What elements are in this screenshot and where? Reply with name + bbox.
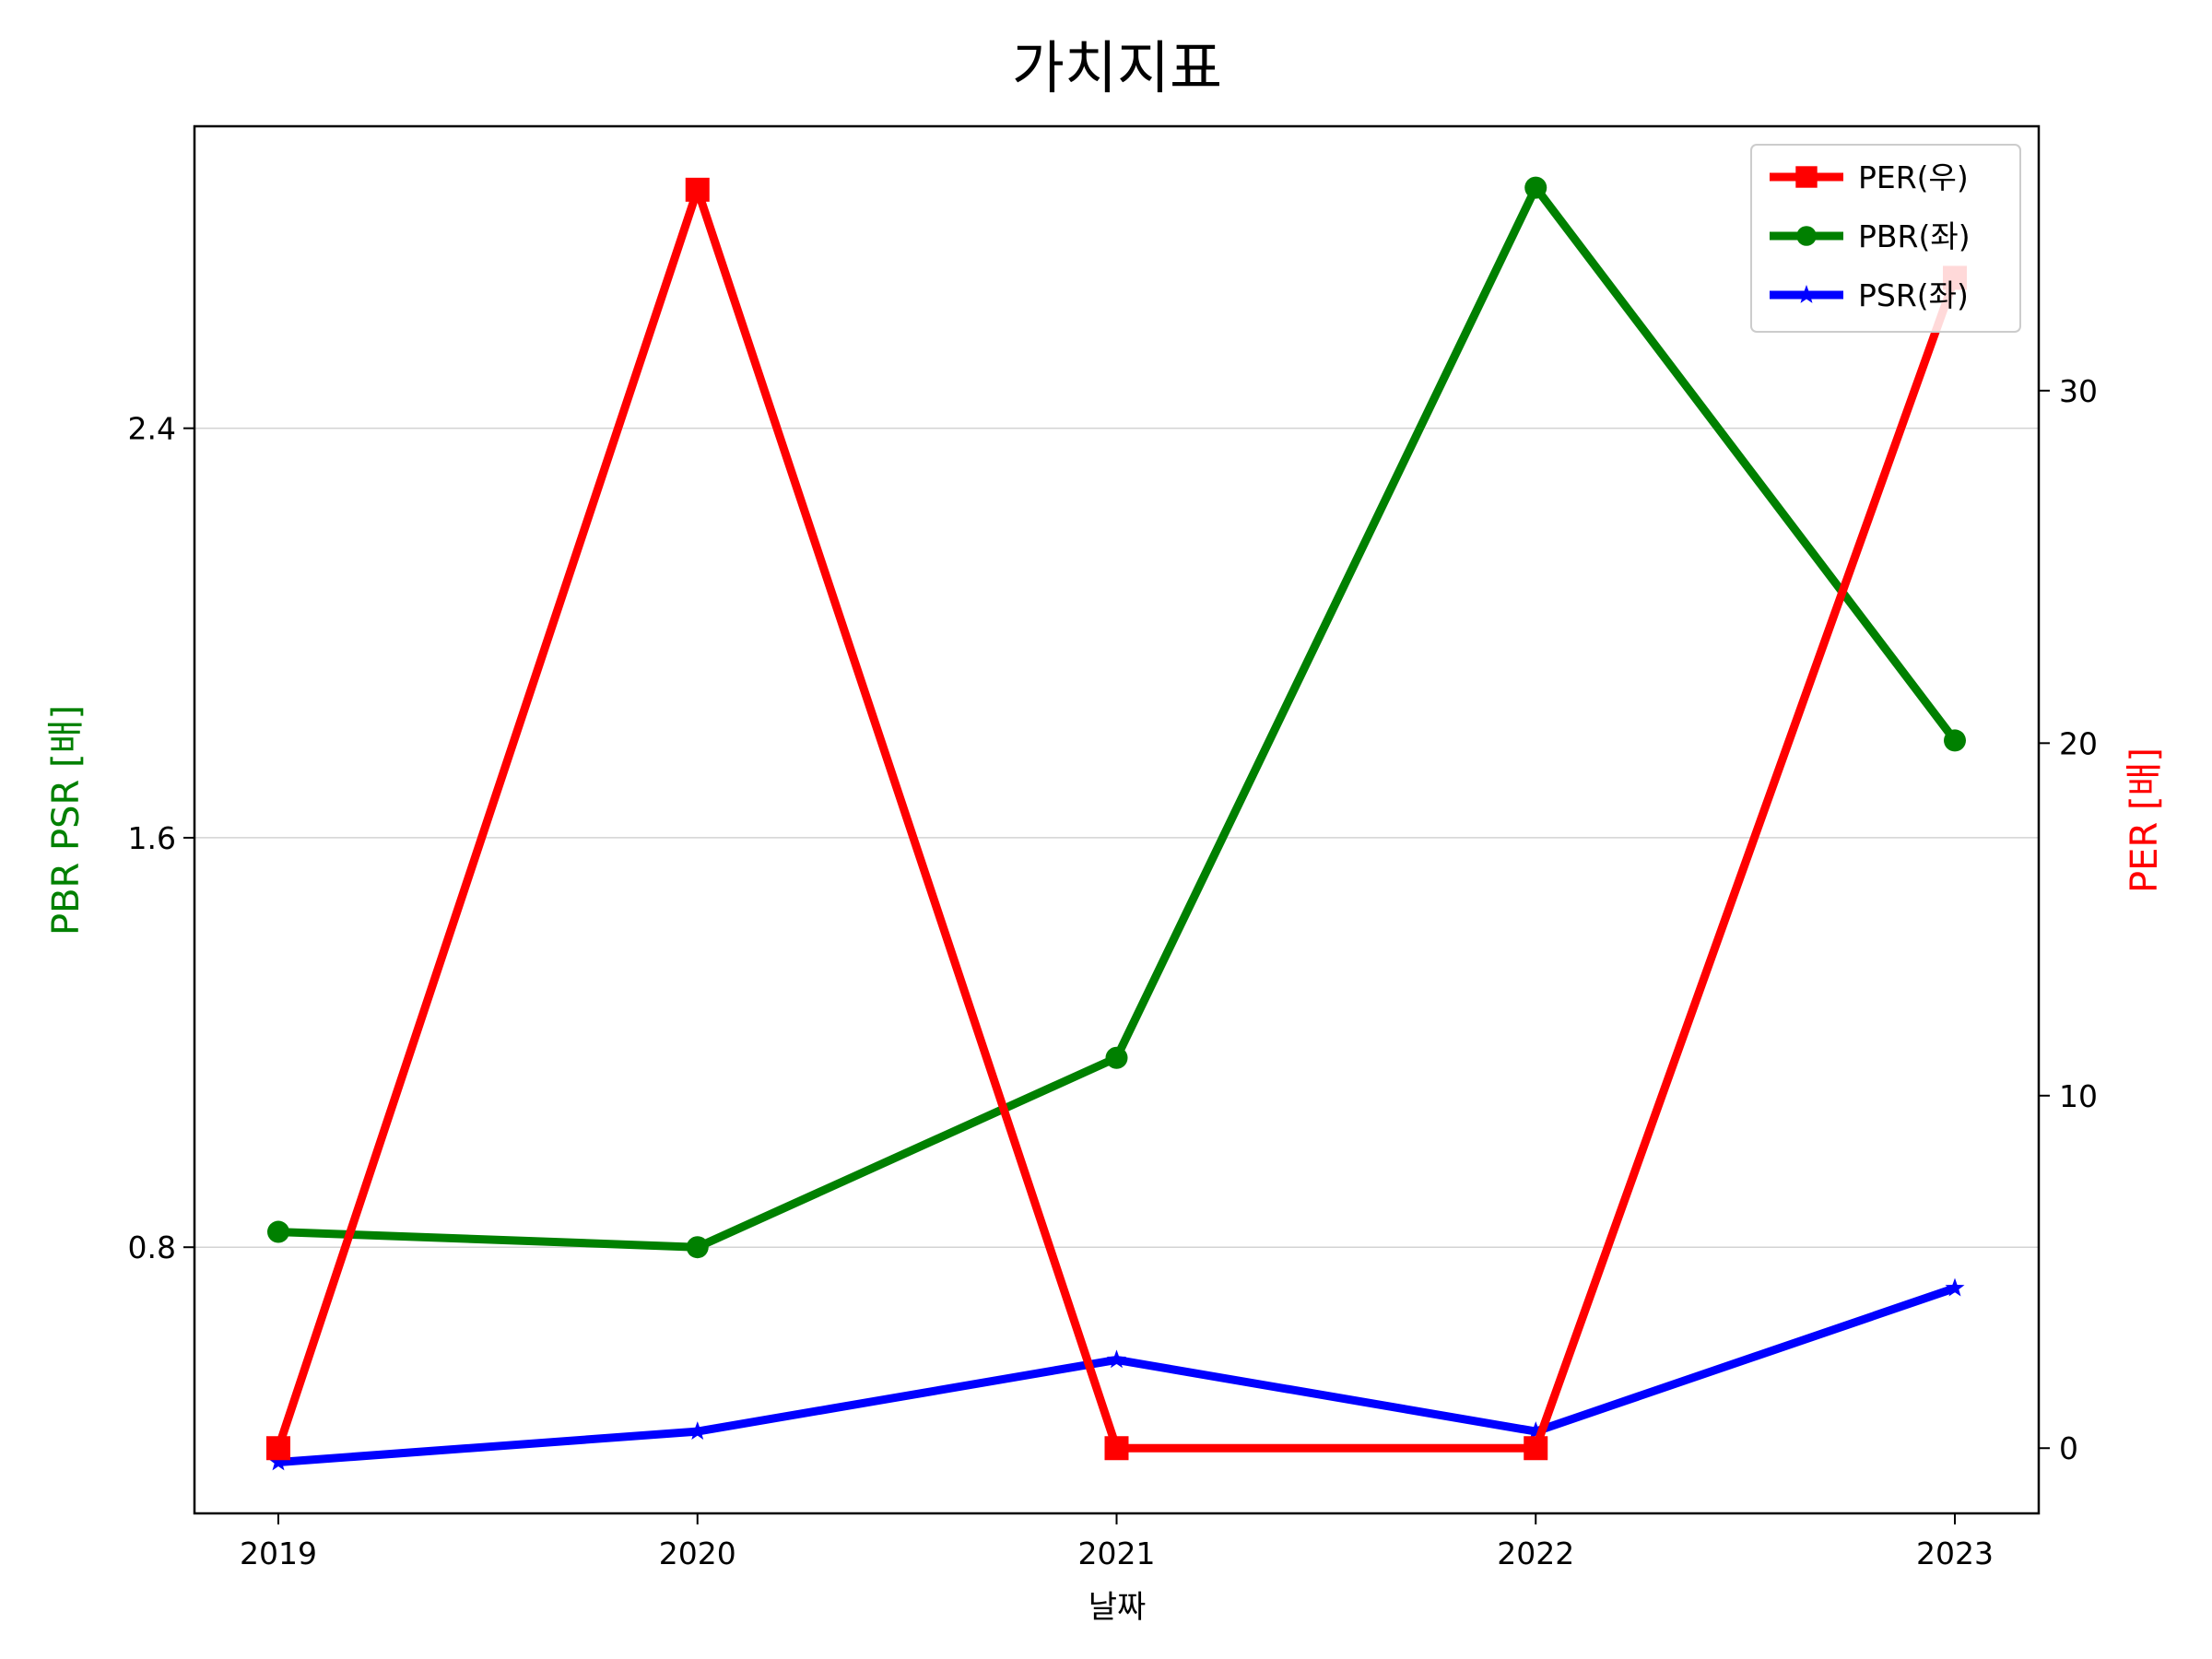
data-point [685,177,710,202]
x-tick-label: 2022 [1497,1535,1574,1571]
data-point [1525,1421,1546,1440]
grid-lines [194,427,2039,1248]
series-2 [268,1277,1965,1471]
right-y-axis-label: PER [배] [2124,747,2166,893]
right-y-tick-label: 0 [2059,1430,2078,1466]
data-point [1105,1046,1128,1069]
data-point [1944,729,1966,752]
data-point [267,1220,289,1243]
series-1 [267,176,1966,1259]
data-point [688,1421,708,1440]
legend-label: PER(우) [1858,159,1969,195]
data-point [686,1236,709,1259]
data-point [266,1436,290,1461]
data-point [268,1452,288,1471]
left-y-tick-label: 2.4 [128,411,176,447]
series-lines [266,176,1967,1471]
left-y-tick-label: 0.8 [128,1230,176,1265]
x-tick-label: 2020 [659,1535,736,1571]
right-y-tick-label: 30 [2059,373,2098,409]
x-tick-label: 2023 [1916,1535,1994,1571]
data-point [1945,1277,1965,1297]
legend-label: PSR(좌) [1858,277,1969,313]
legend-marker [1796,285,1817,303]
chart-title: 가치지표 [1012,34,1222,101]
data-point [1524,176,1547,199]
legend-box [1750,144,2021,333]
legend: PER(우) PBR(좌) PSR(좌) [1750,144,2021,333]
data-point [1104,1436,1129,1461]
data-point [1107,1349,1126,1369]
left-y-tick-label: 1.6 [128,820,176,856]
x-axis: 2019 2020 2021 2022 2023 [240,1513,1994,1571]
x-tick-label: 2021 [1078,1535,1156,1571]
data-point [1524,1436,1548,1461]
legend-label: PBR(좌) [1858,218,1971,254]
legend-marker [1795,166,1818,188]
x-tick-label: 2019 [240,1535,317,1571]
left-y-axis: 0.8 1.6 2.4 [128,411,194,1265]
right-y-tick-label: 10 [2059,1078,2098,1114]
right-y-axis: 0 10 20 30 [2039,373,2098,1466]
legend-marker [1796,226,1817,246]
right-y-tick-label: 20 [2059,725,2098,761]
x-axis-label: 날짜 [1088,1589,1147,1626]
left-y-axis-label: PBR PSR [배] [45,705,88,935]
